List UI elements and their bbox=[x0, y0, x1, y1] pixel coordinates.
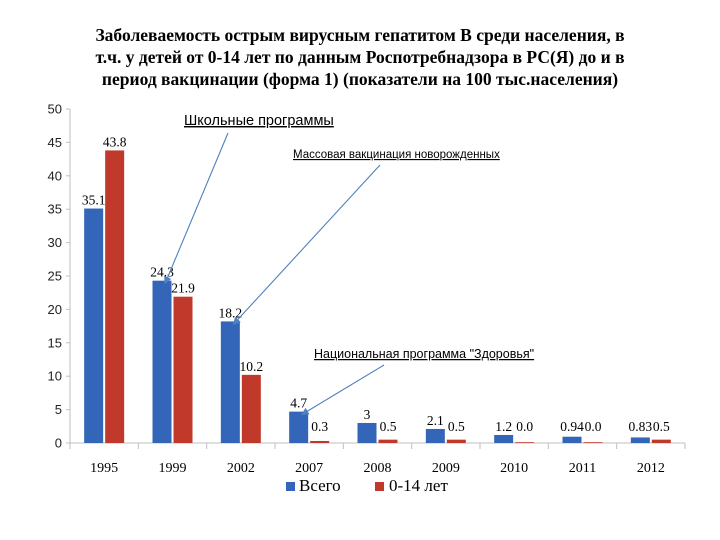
data-label-total-1995: 35.1 bbox=[82, 193, 106, 208]
data-label-children-2002: 10.2 bbox=[240, 359, 264, 374]
bar-children-2007 bbox=[310, 440, 330, 443]
x-tick-label: 2007 bbox=[295, 461, 323, 476]
legend-label-children: 0-14 лет bbox=[389, 476, 448, 495]
x-tick-label: 2010 bbox=[500, 461, 528, 476]
annotation-1: Школьные программы bbox=[184, 113, 334, 129]
y-tick-label: 35 bbox=[48, 202, 62, 217]
data-label-total-2010: 1.2 bbox=[495, 419, 512, 434]
annotation-arrow-1 bbox=[164, 132, 229, 285]
data-label-children-2012: 0.5 bbox=[653, 419, 670, 434]
data-label-total-2002: 18.2 bbox=[219, 305, 243, 320]
annotation-arrow-2 bbox=[232, 164, 381, 325]
data-label-children-2009: 0.5 bbox=[448, 419, 465, 434]
y-tick-label: 40 bbox=[48, 168, 62, 183]
bar-children-1995 bbox=[105, 150, 125, 443]
x-tick-label: 2011 bbox=[569, 461, 596, 476]
data-label-children-2008: 0.5 bbox=[380, 419, 397, 434]
y-tick-label: 30 bbox=[48, 235, 62, 250]
y-tick-label: 10 bbox=[48, 369, 62, 384]
bar-children-2009 bbox=[446, 439, 466, 443]
bar-total-2009 bbox=[425, 428, 445, 443]
data-label-children-1999: 21.9 bbox=[171, 281, 195, 296]
y-tick-label: 50 bbox=[48, 102, 62, 117]
bar-children-2012 bbox=[651, 439, 671, 443]
x-tick-label: 2002 bbox=[227, 461, 255, 476]
y-tick-label: 20 bbox=[48, 302, 62, 317]
annotation-3: Национальная программа "Здоровья" bbox=[314, 347, 534, 361]
bar-children-2002 bbox=[241, 374, 261, 443]
bar-total-2008 bbox=[357, 422, 377, 443]
data-label-children-2010: 0.0 bbox=[516, 419, 533, 434]
x-tick-label: 2012 bbox=[637, 461, 665, 476]
data-label-children-2007: 0.3 bbox=[311, 419, 328, 434]
legend-swatch-total bbox=[286, 482, 295, 491]
data-label-total-2012: 0.83 bbox=[629, 419, 653, 434]
legend-swatch-children bbox=[375, 482, 384, 491]
bar-total-2010 bbox=[494, 434, 514, 443]
bar-children-2008 bbox=[378, 439, 398, 443]
chart-title-line-1: Заболеваемость острым вирусным гепатитом… bbox=[95, 25, 625, 45]
annotation-arrow-3 bbox=[301, 364, 385, 416]
data-label-total-2009: 2.1 bbox=[427, 413, 444, 428]
data-label-total-2011: 0.94 bbox=[560, 419, 584, 434]
y-tick-label: 15 bbox=[48, 335, 62, 350]
legend-label-total: Всего bbox=[299, 476, 341, 495]
annotation-2: Массовая вакцинация новорожденных bbox=[293, 149, 500, 161]
bar-children-1999 bbox=[173, 296, 193, 443]
y-tick-label: 45 bbox=[48, 135, 62, 150]
chart-title-line-3: период вакцинации (форма 1) (показатели … bbox=[101, 69, 619, 89]
data-label-children-2011: 0.0 bbox=[585, 419, 602, 434]
x-tick-label: 2009 bbox=[432, 461, 460, 476]
x-tick-label: 1995 bbox=[90, 461, 118, 476]
data-label-children-1995: 43.8 bbox=[103, 134, 127, 149]
chart-title-line-2: т.ч. у детей от 0-14 лет по данным Роспо… bbox=[95, 47, 625, 67]
bar-total-2011 bbox=[562, 436, 582, 443]
bar-total-2012 bbox=[630, 437, 650, 443]
chart-title: Заболеваемость острым вирусным гепатитом… bbox=[30, 24, 690, 90]
data-label-total-2007: 4.7 bbox=[290, 396, 307, 411]
bar-total-1999 bbox=[152, 280, 172, 443]
y-tick-label: 0 bbox=[55, 436, 62, 451]
data-label-total-2008: 3 bbox=[364, 407, 371, 422]
bar-total-2002 bbox=[220, 321, 240, 443]
bar-children-2011 bbox=[583, 442, 603, 443]
x-tick-label: 1999 bbox=[159, 461, 187, 476]
bar-total-1995 bbox=[84, 208, 104, 443]
data-label-total-1999: 24.3 bbox=[150, 265, 174, 280]
bar-children-2010 bbox=[515, 442, 535, 443]
y-tick-label: 25 bbox=[48, 269, 62, 284]
y-tick-label: 5 bbox=[55, 402, 62, 417]
bar-total-2007 bbox=[289, 411, 309, 443]
x-tick-label: 2008 bbox=[364, 461, 392, 476]
